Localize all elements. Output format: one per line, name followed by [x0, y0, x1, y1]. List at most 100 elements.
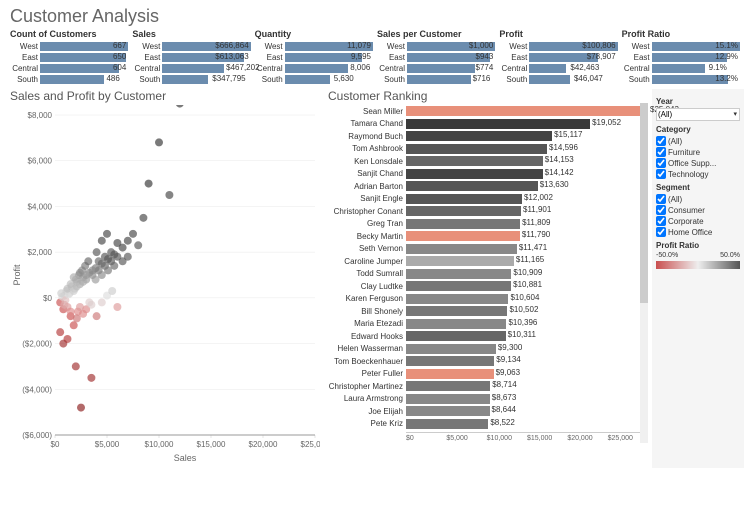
kpi-block[interactable]: QuantityWest11,079East9,595Central8,006S…: [255, 29, 373, 85]
kpi-block[interactable]: Profit RatioWest15.1%East12.9%Central9.1…: [622, 29, 740, 85]
rank-row[interactable]: Sean Miller$25,043: [328, 105, 648, 118]
kpi-block[interactable]: SalesWest$666,864East$613,063Central$467…: [132, 29, 250, 85]
rank-row[interactable]: Laura Armstrong $8,673: [328, 393, 648, 406]
scatter-point[interactable]: [93, 248, 101, 256]
scatter-point[interactable]: [113, 303, 121, 311]
scatter-point[interactable]: [145, 180, 153, 188]
rank-row[interactable]: Tom Ashbrook$14,596: [328, 143, 648, 156]
rank-row[interactable]: Tamara Chand$19,052: [328, 118, 648, 131]
rank-value: $8,673: [490, 393, 516, 402]
scatter-point[interactable]: [76, 303, 84, 311]
segment-checkbox[interactable]: [656, 205, 666, 215]
rank-row[interactable]: Edward Hooks$10,311: [328, 330, 648, 343]
scatter-point[interactable]: [139, 214, 147, 222]
scatter-point[interactable]: [79, 310, 87, 318]
ranking-chart[interactable]: Sean Miller$25,043Tamara Chand$19,052Ray…: [328, 105, 648, 430]
kpi-value: 11,079: [347, 41, 371, 50]
rank-row[interactable]: Tom Boeckenhauer$9,134: [328, 355, 648, 368]
scatter-point[interactable]: [113, 239, 121, 247]
scatter-point[interactable]: [107, 248, 115, 256]
segment-checkbox[interactable]: [656, 194, 666, 204]
category-checkbox[interactable]: [656, 169, 666, 179]
scatter-point[interactable]: [56, 328, 64, 336]
kpi-value: 9,595: [351, 52, 371, 61]
scatter-point[interactable]: [67, 308, 75, 316]
category-checkbox[interactable]: [656, 136, 666, 146]
scatter-point[interactable]: [124, 237, 132, 245]
kpi-bar: [407, 64, 475, 73]
rank-row[interactable]: Becky Martin$11,790: [328, 230, 648, 243]
rank-bar: [406, 306, 507, 316]
page-title: Customer Analysis: [0, 0, 750, 29]
segment-checkbox[interactable]: [656, 227, 666, 237]
rank-name: Laura Armstrong: [328, 394, 406, 403]
rank-row[interactable]: Seth Vernon$11,471: [328, 243, 648, 256]
rank-row[interactable]: Raymond Buch$15,117: [328, 130, 648, 143]
rank-row[interactable]: Ken Lonsdale$14,153: [328, 155, 648, 168]
svg-text:$25,000: $25,000: [301, 440, 320, 449]
rank-bar: [406, 156, 543, 166]
scatter-point[interactable]: [98, 237, 106, 245]
rank-row[interactable]: Helen Wasserman$9,300: [328, 343, 648, 356]
scatter-point[interactable]: [88, 266, 96, 274]
rank-row[interactable]: Pete Kriz$8,522: [328, 418, 648, 431]
rank-row[interactable]: Peter Fuller$9,063: [328, 368, 648, 381]
kpi-value: $46,047: [572, 74, 603, 83]
scrollbar-thumb[interactable]: [640, 103, 648, 303]
rank-row[interactable]: Todd Sumrall$10,909: [328, 268, 648, 281]
scatter-point[interactable]: [129, 230, 137, 238]
rank-row[interactable]: Sanjit Chand$14,142: [328, 168, 648, 181]
scatter-point[interactable]: [59, 340, 67, 348]
scatter-point[interactable]: [85, 298, 93, 306]
kpi-block[interactable]: Count of CustomersWest667East650Central6…: [10, 29, 128, 85]
rank-name: Ken Lonsdale: [328, 157, 406, 166]
scatter-point[interactable]: [93, 312, 101, 320]
kpi-block[interactable]: ProfitWest$100,806East$78,907Central$42,…: [499, 29, 617, 85]
rank-row[interactable]: Bill Shonely$10,502: [328, 305, 648, 318]
scatter-point[interactable]: [155, 138, 163, 146]
scatter-point[interactable]: [77, 404, 85, 412]
rank-row[interactable]: Sanjit Engle$12,002: [328, 193, 648, 206]
kpi-bar: [529, 64, 566, 73]
scatter-point[interactable]: [110, 262, 118, 270]
scatter-point[interactable]: [72, 362, 80, 370]
rank-row[interactable]: Greg Tran$11,809: [328, 218, 648, 231]
rank-name: Edward Hooks: [328, 332, 406, 341]
kpi-region-label: East: [499, 53, 529, 62]
scatter-point[interactable]: [84, 257, 92, 265]
chevron-down-icon: ▾: [733, 110, 737, 118]
segment-checkbox[interactable]: [656, 216, 666, 226]
kpi-value: $613,063: [215, 52, 248, 61]
ranking-scrollbar[interactable]: [640, 103, 648, 443]
rank-row[interactable]: Christopher Conant$11,901: [328, 205, 648, 218]
rank-name: Bill Shonely: [328, 307, 406, 316]
scatter-point[interactable]: [134, 241, 142, 249]
scatter-point[interactable]: [176, 105, 184, 108]
rank-name: Becky Martin: [328, 232, 406, 241]
rank-row[interactable]: Karen Ferguson$10,604: [328, 293, 648, 306]
segment-label: Consumer: [668, 206, 705, 215]
kpi-bar: [652, 64, 705, 73]
scatter-point[interactable]: [165, 191, 173, 199]
scatter-point[interactable]: [60, 301, 68, 309]
pr-max: 50.0%: [720, 252, 740, 259]
rank-row[interactable]: Caroline Jumper$11,165: [328, 255, 648, 268]
year-select[interactable]: (All): [656, 108, 740, 121]
rank-bar: [406, 331, 506, 341]
kpi-block[interactable]: Sales per CustomerWest$1,000East$943Cent…: [377, 29, 495, 85]
scatter-chart[interactable]: ($6,000)($4,000)($2,000)$0$2,000$4,000$6…: [10, 105, 320, 465]
category-checkbox[interactable]: [656, 147, 666, 157]
scatter-point[interactable]: [87, 374, 95, 382]
scatter-point[interactable]: [103, 230, 111, 238]
rank-row[interactable]: Joe Elijah$8,644: [328, 405, 648, 418]
category-checkbox[interactable]: [656, 158, 666, 168]
rank-row[interactable]: Christopher Martinez$8,714: [328, 380, 648, 393]
rank-row[interactable]: Adrian Barton$13,630: [328, 180, 648, 193]
scatter-point[interactable]: [98, 298, 106, 306]
rank-row[interactable]: Clay Ludtke$10,881: [328, 280, 648, 293]
scatter-point[interactable]: [108, 287, 116, 295]
scatter-point[interactable]: [124, 253, 132, 261]
scatter-point[interactable]: [79, 278, 87, 286]
rank-row[interactable]: Maria Etezadi$10,396: [328, 318, 648, 331]
scatter-point[interactable]: [70, 321, 78, 329]
